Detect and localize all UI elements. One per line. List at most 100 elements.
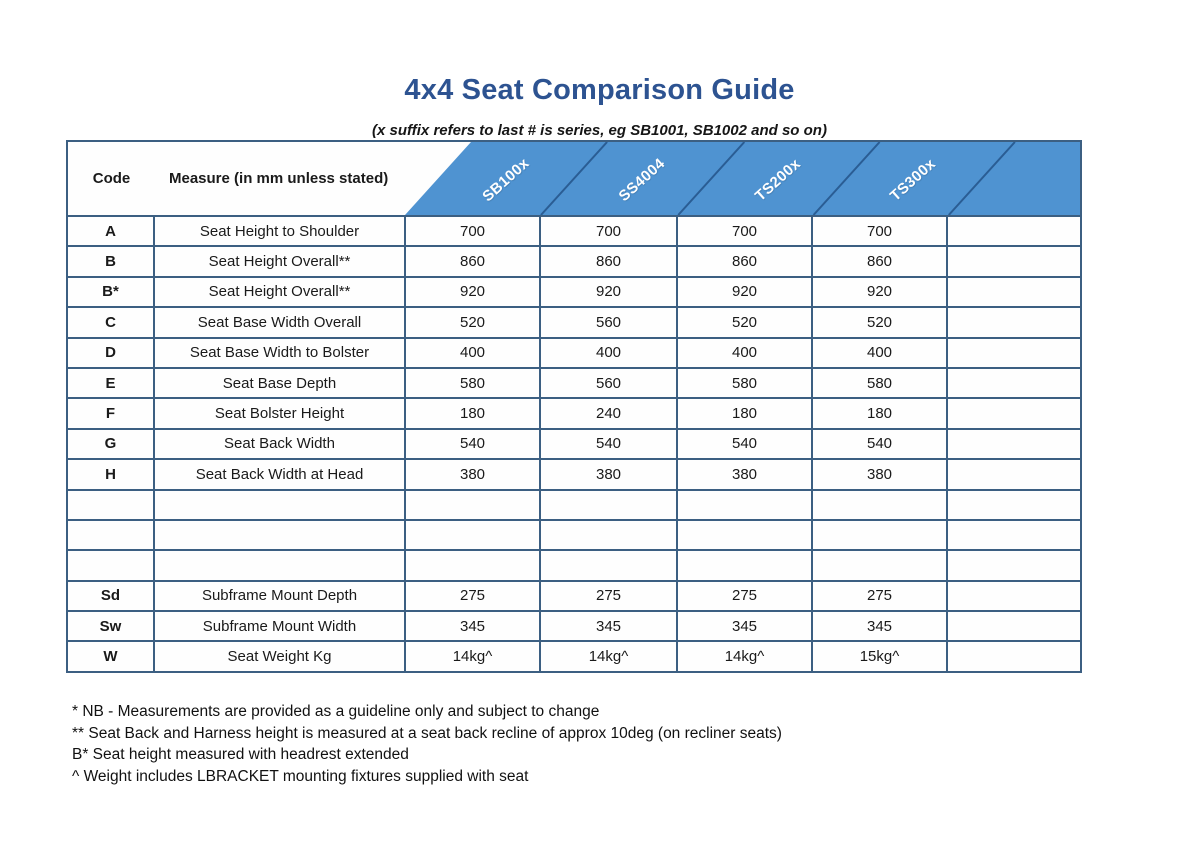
cell-empty: [945, 610, 1083, 643]
cell-value: 520: [811, 306, 948, 339]
header-dark-band: [405, 143, 1080, 214]
cell-value: [404, 518, 541, 552]
cell-value: [811, 488, 948, 521]
cell-value: 560: [539, 306, 678, 339]
row-code: H: [66, 458, 155, 491]
cell-value: [539, 488, 678, 521]
row-measure: Seat Base Width Overall: [153, 306, 406, 339]
cell-value: 860: [676, 245, 813, 278]
row-measure: Seat Back Width at Head: [153, 458, 406, 491]
row-measure: [153, 549, 406, 582]
cell-value: 345: [811, 610, 948, 643]
cell-empty: [945, 275, 1083, 309]
cell-value: 580: [404, 366, 541, 400]
table-row: B* Seat Height Overall** 920 920 920 920: [66, 275, 1083, 309]
cell-value: 700: [404, 214, 541, 248]
row-measure: Seat Base Depth: [153, 366, 406, 400]
cell-value: 380: [811, 458, 948, 491]
cell-value: 180: [811, 397, 948, 430]
table-row: E Seat Base Depth 580 560 580 580: [66, 366, 1083, 400]
table-row: F Seat Bolster Height 180 240 180 180: [66, 397, 1083, 430]
table-row: Sw Subframe Mount Width 345 345 345 345: [66, 610, 1083, 643]
row-measure: [153, 518, 406, 552]
row-code: B: [66, 245, 155, 278]
cell-empty: [945, 488, 1083, 521]
table-row: [66, 549, 1083, 582]
row-code: [66, 549, 155, 582]
row-measure: Seat Height Overall**: [153, 275, 406, 309]
cell-value: 275: [811, 579, 948, 613]
cell-value: 860: [811, 245, 948, 278]
cell-value: 275: [404, 579, 541, 613]
row-code: Sw: [66, 610, 155, 643]
cell-value: [539, 518, 678, 552]
table-row: A Seat Height to Shoulder 700 700 700 700: [66, 214, 1083, 248]
cell-value: [811, 549, 948, 582]
cell-value: 540: [811, 427, 948, 461]
cell-value: 540: [676, 427, 813, 461]
cell-value: 14kg^: [539, 640, 678, 673]
cell-value: 14kg^: [676, 640, 813, 673]
row-code: E: [66, 366, 155, 400]
row-measure: Subframe Mount Width: [153, 610, 406, 643]
table-row: [66, 488, 1083, 521]
table-row: Sd Subframe Mount Depth 275 275 275 275: [66, 579, 1083, 613]
row-measure: Seat Base Width to Bolster: [153, 336, 406, 369]
row-code: F: [66, 397, 155, 430]
cell-value: 520: [404, 306, 541, 339]
cell-value: 380: [539, 458, 678, 491]
cell-empty: [945, 336, 1083, 369]
cell-value: 540: [404, 427, 541, 461]
cell-value: 275: [676, 579, 813, 613]
cell-value: 400: [676, 336, 813, 369]
cell-value: [676, 518, 813, 552]
cell-value: 700: [539, 214, 678, 248]
table-row: D Seat Base Width to Bolster 400 400 400 400: [66, 336, 1083, 369]
cell-value: 180: [404, 397, 541, 430]
cell-empty: [945, 579, 1083, 613]
row-code: Sd: [66, 579, 155, 613]
row-measure: Seat Height Overall**: [153, 245, 406, 278]
cell-empty: [945, 458, 1083, 491]
cell-empty: [945, 214, 1083, 248]
cell-value: 920: [539, 275, 678, 309]
row-code: [66, 488, 155, 521]
row-measure: Seat Back Width: [153, 427, 406, 461]
column-header-measure: Measure (in mm unless stated): [169, 170, 389, 187]
cell-empty: [945, 427, 1083, 461]
row-measure: [153, 488, 406, 521]
row-code: W: [66, 640, 155, 673]
cell-value: 345: [539, 610, 678, 643]
cell-value: 15kg^: [811, 640, 948, 673]
cell-value: 275: [539, 579, 678, 613]
cell-value: 700: [811, 214, 948, 248]
cell-value: 14kg^: [404, 640, 541, 673]
comparison-table: Code Measure (in mm unless stated) SB100…: [65, 140, 1083, 673]
cell-empty: [945, 306, 1083, 339]
cell-value: 920: [676, 275, 813, 309]
cell-value: [404, 488, 541, 521]
column-header-code: Code: [92, 170, 131, 187]
row-measure: Seat Bolster Height: [153, 397, 406, 430]
cell-value: 700: [676, 214, 813, 248]
footnote-lbracket: ^ Weight includes LBRACKET mounting fixt…: [72, 767, 529, 785]
cell-value: 580: [811, 366, 948, 400]
footnote-guideline: * NB - Measurements are provided as a gu…: [72, 703, 600, 720]
cell-value: [404, 549, 541, 582]
row-code: [66, 518, 155, 552]
header-row: Code Measure (in mm unless stated) SB100…: [65, 140, 1083, 217]
cell-empty: [945, 245, 1083, 278]
cell-value: 400: [539, 336, 678, 369]
cell-value: [676, 488, 813, 521]
cell-value: 400: [404, 336, 541, 369]
cell-value: 380: [404, 458, 541, 491]
cell-empty: [945, 640, 1083, 673]
cell-value: 380: [676, 458, 813, 491]
page-title: 4x4 Seat Comparison Guide: [404, 74, 795, 106]
table-row: H Seat Back Width at Head 380 380 380 380: [66, 458, 1083, 491]
cell-value: 240: [539, 397, 678, 430]
table-row: C Seat Base Width Overall 520 560 520 520: [66, 306, 1083, 339]
row-measure: Seat Weight Kg: [153, 640, 406, 673]
row-code: G: [66, 427, 155, 461]
